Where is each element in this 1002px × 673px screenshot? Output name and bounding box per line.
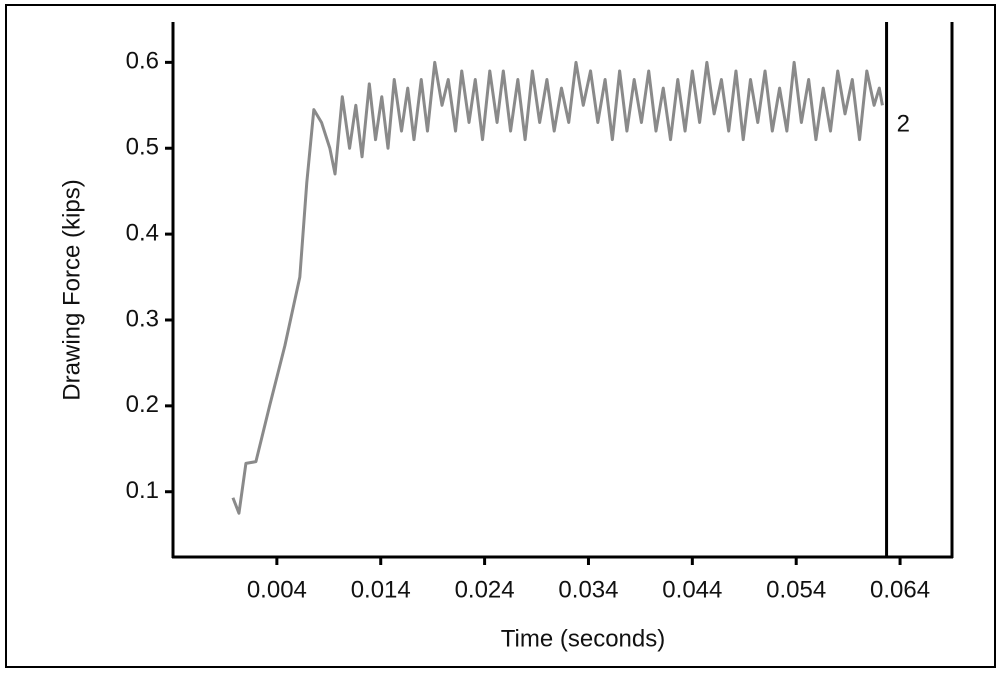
x-tick-label: 0.064 bbox=[870, 576, 930, 603]
y-tick-label: 0.2 bbox=[126, 391, 159, 418]
x-tick-label: 0.024 bbox=[455, 576, 515, 603]
y-axis-label: Drawing Force (kips) bbox=[58, 179, 85, 400]
data-line bbox=[231, 60, 884, 515]
x-tick-label: 0.004 bbox=[247, 576, 307, 603]
y-tick-label: 0.1 bbox=[126, 477, 159, 504]
x-tick-label: 0.054 bbox=[766, 576, 826, 603]
x-tick-label: 0.014 bbox=[351, 576, 411, 603]
x-tick-label: 0.044 bbox=[662, 576, 722, 603]
marker-label: 2 bbox=[897, 110, 910, 137]
x-tick-label: 0.034 bbox=[558, 576, 618, 603]
y-tick-label: 0.6 bbox=[126, 48, 159, 75]
y-tick-label: 0.5 bbox=[126, 134, 159, 161]
y-tick-label: 0.4 bbox=[126, 219, 159, 246]
y-tick-label: 0.3 bbox=[126, 305, 159, 332]
x-axis-label: Time (seconds) bbox=[501, 625, 665, 652]
